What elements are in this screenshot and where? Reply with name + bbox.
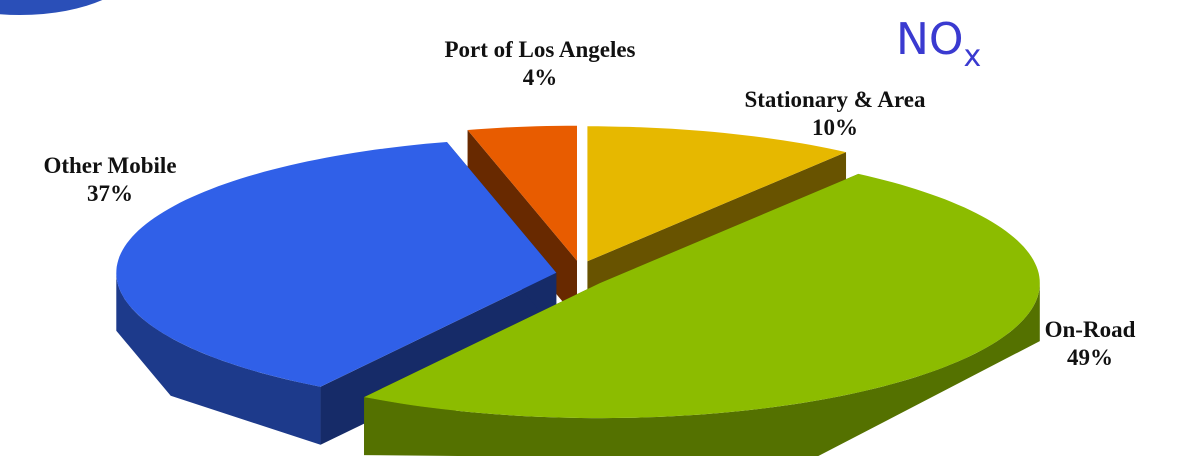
category-label: On-Road: [1044, 317, 1136, 342]
category-label: Other Mobile: [43, 153, 177, 178]
slice-label: Other Mobile 37%: [10, 152, 210, 208]
slice-label: Port of Los Angeles 4%: [440, 36, 640, 92]
title-main: NO: [896, 14, 964, 65]
slice-label: Stationary & Area 10%: [700, 86, 970, 142]
slice: [364, 173, 1040, 419]
value-label: 10%: [812, 115, 858, 140]
slice-label: On-Road 49%: [1010, 316, 1170, 372]
slice-wall: [116, 272, 321, 445]
value-label: 49%: [1067, 345, 1113, 370]
category-label: Port of Los Angeles: [444, 37, 636, 62]
category-label: Stationary & Area: [744, 87, 926, 112]
title-subscript: x: [963, 39, 982, 74]
value-label: 37%: [87, 181, 133, 206]
slice: [116, 142, 557, 387]
slice: [467, 125, 577, 261]
value-label: 4%: [522, 65, 558, 90]
decoration: [0, 0, 103, 15]
slice-wall: [364, 283, 1040, 456]
slice: [587, 126, 846, 262]
chart-title: NOx: [896, 14, 981, 74]
